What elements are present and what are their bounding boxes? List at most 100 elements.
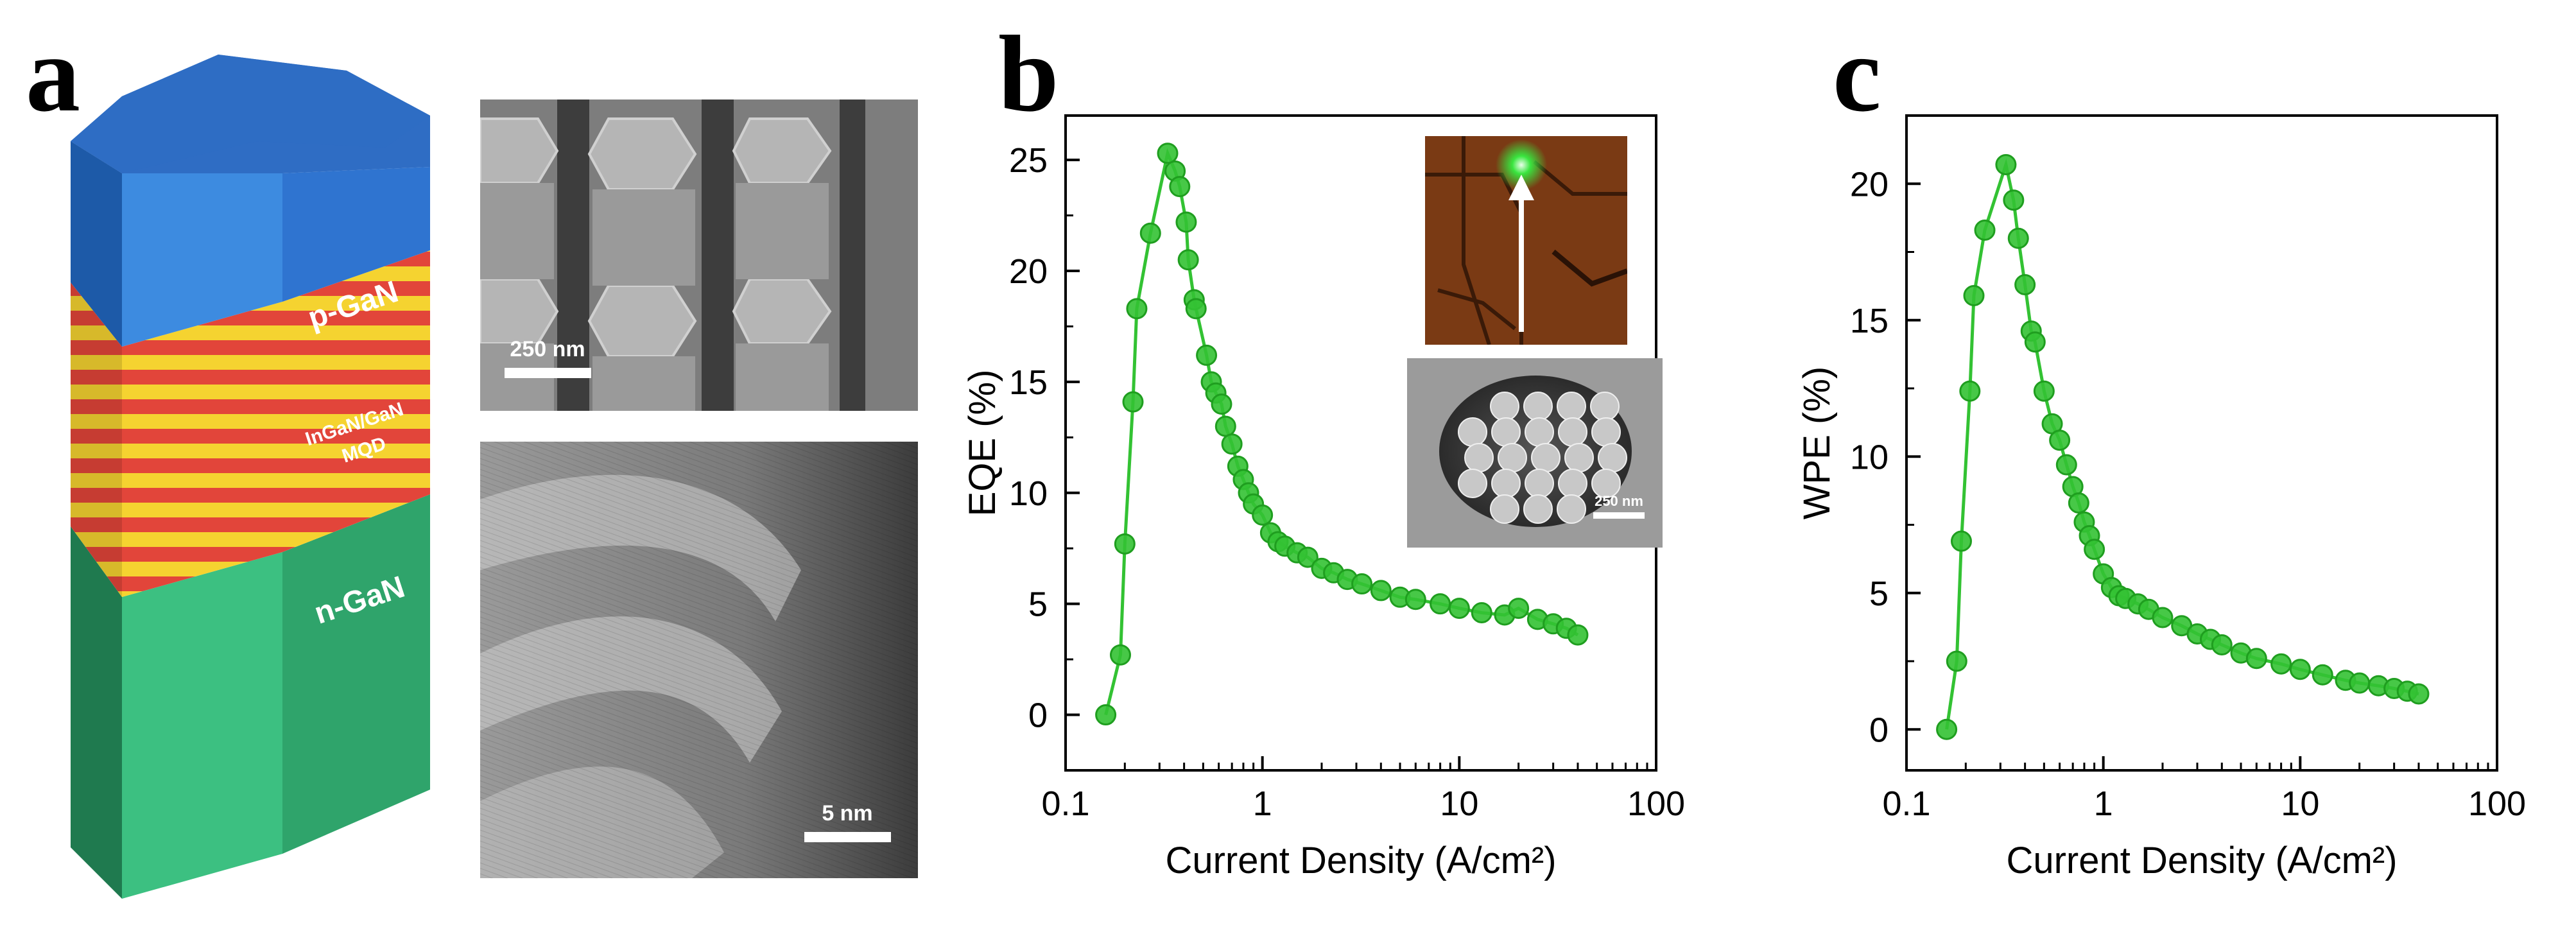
y-tick-label: 20 <box>1850 165 1889 203</box>
sem-pillar-top <box>732 117 832 184</box>
photo-trace <box>1462 136 1491 345</box>
y-tick-label: 0 <box>1028 697 1048 735</box>
data-point <box>1157 143 1179 164</box>
data-point <box>2049 429 2071 451</box>
y-tick-label: 5 <box>1869 575 1889 613</box>
panel-label-c: c <box>1833 13 1881 134</box>
sem-pillar-side <box>480 183 554 279</box>
series-line <box>1945 158 2419 730</box>
data-point <box>1196 344 1218 366</box>
chart-eqe: 0.1 1 10 100 0 5 10 15 20 25 Current Density (A/cm… <box>962 114 1685 881</box>
aperture-nanowire <box>1490 392 1519 421</box>
data-point <box>2007 227 2029 249</box>
emission-spot <box>1496 139 1547 191</box>
data-point <box>2024 331 2046 353</box>
sem-pillar-top <box>480 117 559 184</box>
data-point <box>2055 454 2077 476</box>
aperture-nanowire <box>1491 417 1521 447</box>
x-tick-label: 1 <box>2094 784 2113 823</box>
x-axis-label: Current Density (A/cm²) <box>1165 840 1556 881</box>
x-tick-label: 10 <box>1440 784 1478 823</box>
aperture-nanowire <box>1591 469 1621 498</box>
aperture-nanowire <box>1558 417 1587 447</box>
photo-trace <box>1437 288 1516 331</box>
data-point <box>1185 298 1207 320</box>
sem-pillar-side <box>592 189 695 286</box>
aperture-nanowire <box>1491 469 1521 498</box>
plot-frame <box>1905 114 2498 772</box>
aperture-image: 250 nm <box>1407 358 1663 548</box>
sem-gap <box>557 100 589 411</box>
data-point <box>1405 589 1426 610</box>
data-point <box>2068 492 2089 514</box>
data-point <box>1974 220 1996 241</box>
y-tick-label: 0 <box>1869 711 1889 749</box>
data-point <box>1351 573 1373 595</box>
aperture-nanowire <box>1525 417 1554 447</box>
inset-sem-aperture: 250 nm <box>1407 358 1663 548</box>
data-point <box>1508 598 1530 619</box>
sem-pillar-sides <box>480 183 829 411</box>
y-tick-label: 5 <box>1028 585 1048 624</box>
y-tick-label: 25 <box>1009 141 1048 180</box>
n-gan-right-face <box>282 494 430 854</box>
y-tick-label: 10 <box>1009 474 1048 513</box>
tem-scale-bar <box>804 832 891 842</box>
y-axis-label: EQE (%) <box>962 370 1003 517</box>
data-point <box>2152 607 2174 628</box>
x-tick-label: 0.1 <box>1041 784 1089 823</box>
aperture-nanowire <box>1523 494 1553 524</box>
y-tick-label: 10 <box>1850 438 1889 476</box>
y-tick-label: 20 <box>1009 252 1048 291</box>
p-gan-top-face <box>71 55 430 173</box>
photo-trace <box>1552 249 1627 287</box>
sem-gap <box>840 100 865 411</box>
x-axis-label: Current Density (A/cm²) <box>2006 840 2397 881</box>
n-gan-front-face <box>122 552 282 899</box>
data-point <box>1109 644 1131 666</box>
data-point <box>1963 285 1985 306</box>
sem-pillars <box>480 117 832 358</box>
aperture-nanowire <box>1498 443 1527 472</box>
sem-pillar-side <box>736 343 829 411</box>
mqd-left-face <box>71 282 122 597</box>
data-point <box>1122 391 1144 413</box>
y-tick-label: 15 <box>1850 302 1889 340</box>
aperture-nanowire <box>1523 392 1553 421</box>
data-point <box>1936 718 1958 740</box>
sem-scale-bar <box>505 368 591 378</box>
mqd-left-shade <box>71 282 122 597</box>
aperture-nanowire <box>1490 494 1519 524</box>
tem-lattice <box>480 442 918 878</box>
sem-pillar-top <box>732 278 832 345</box>
sem-pillar-top <box>587 284 697 358</box>
data-point <box>2349 672 2371 694</box>
aperture-nanowire <box>1531 443 1560 472</box>
data-point <box>2245 648 2267 670</box>
p-gan-front-face <box>122 173 282 347</box>
aperture-nanowire <box>1558 469 1587 498</box>
sem-scale-label: 250 nm <box>510 337 585 361</box>
p-gan-left-face <box>71 141 122 347</box>
data-point <box>2312 664 2333 686</box>
arrow-head <box>1508 175 1534 200</box>
mqd-right-face <box>282 250 430 552</box>
x-tick-label: 10 <box>2281 784 2319 823</box>
x-tick-label: 100 <box>2468 784 2526 823</box>
panel-label-b: b <box>998 13 1059 134</box>
sem-micrograph: 250 nm <box>480 100 918 411</box>
data-point <box>1126 298 1148 320</box>
aperture-nanowires <box>1458 392 1627 524</box>
sem-pillar-top <box>587 117 697 191</box>
mqd-front-face <box>122 302 282 597</box>
x-tick-label: 0.1 <box>1882 784 1930 823</box>
data-point <box>1297 546 1318 568</box>
data-point <box>1448 598 1470 619</box>
tem-image: 5 nm <box>480 442 918 878</box>
aperture-nanowire <box>1564 443 1594 472</box>
y-axis-label: WPE (%) <box>1796 367 1838 519</box>
data-point <box>1370 580 1392 601</box>
data-point <box>2003 189 2025 211</box>
aperture-nanowire <box>1591 417 1621 447</box>
data-point <box>1114 533 1136 555</box>
